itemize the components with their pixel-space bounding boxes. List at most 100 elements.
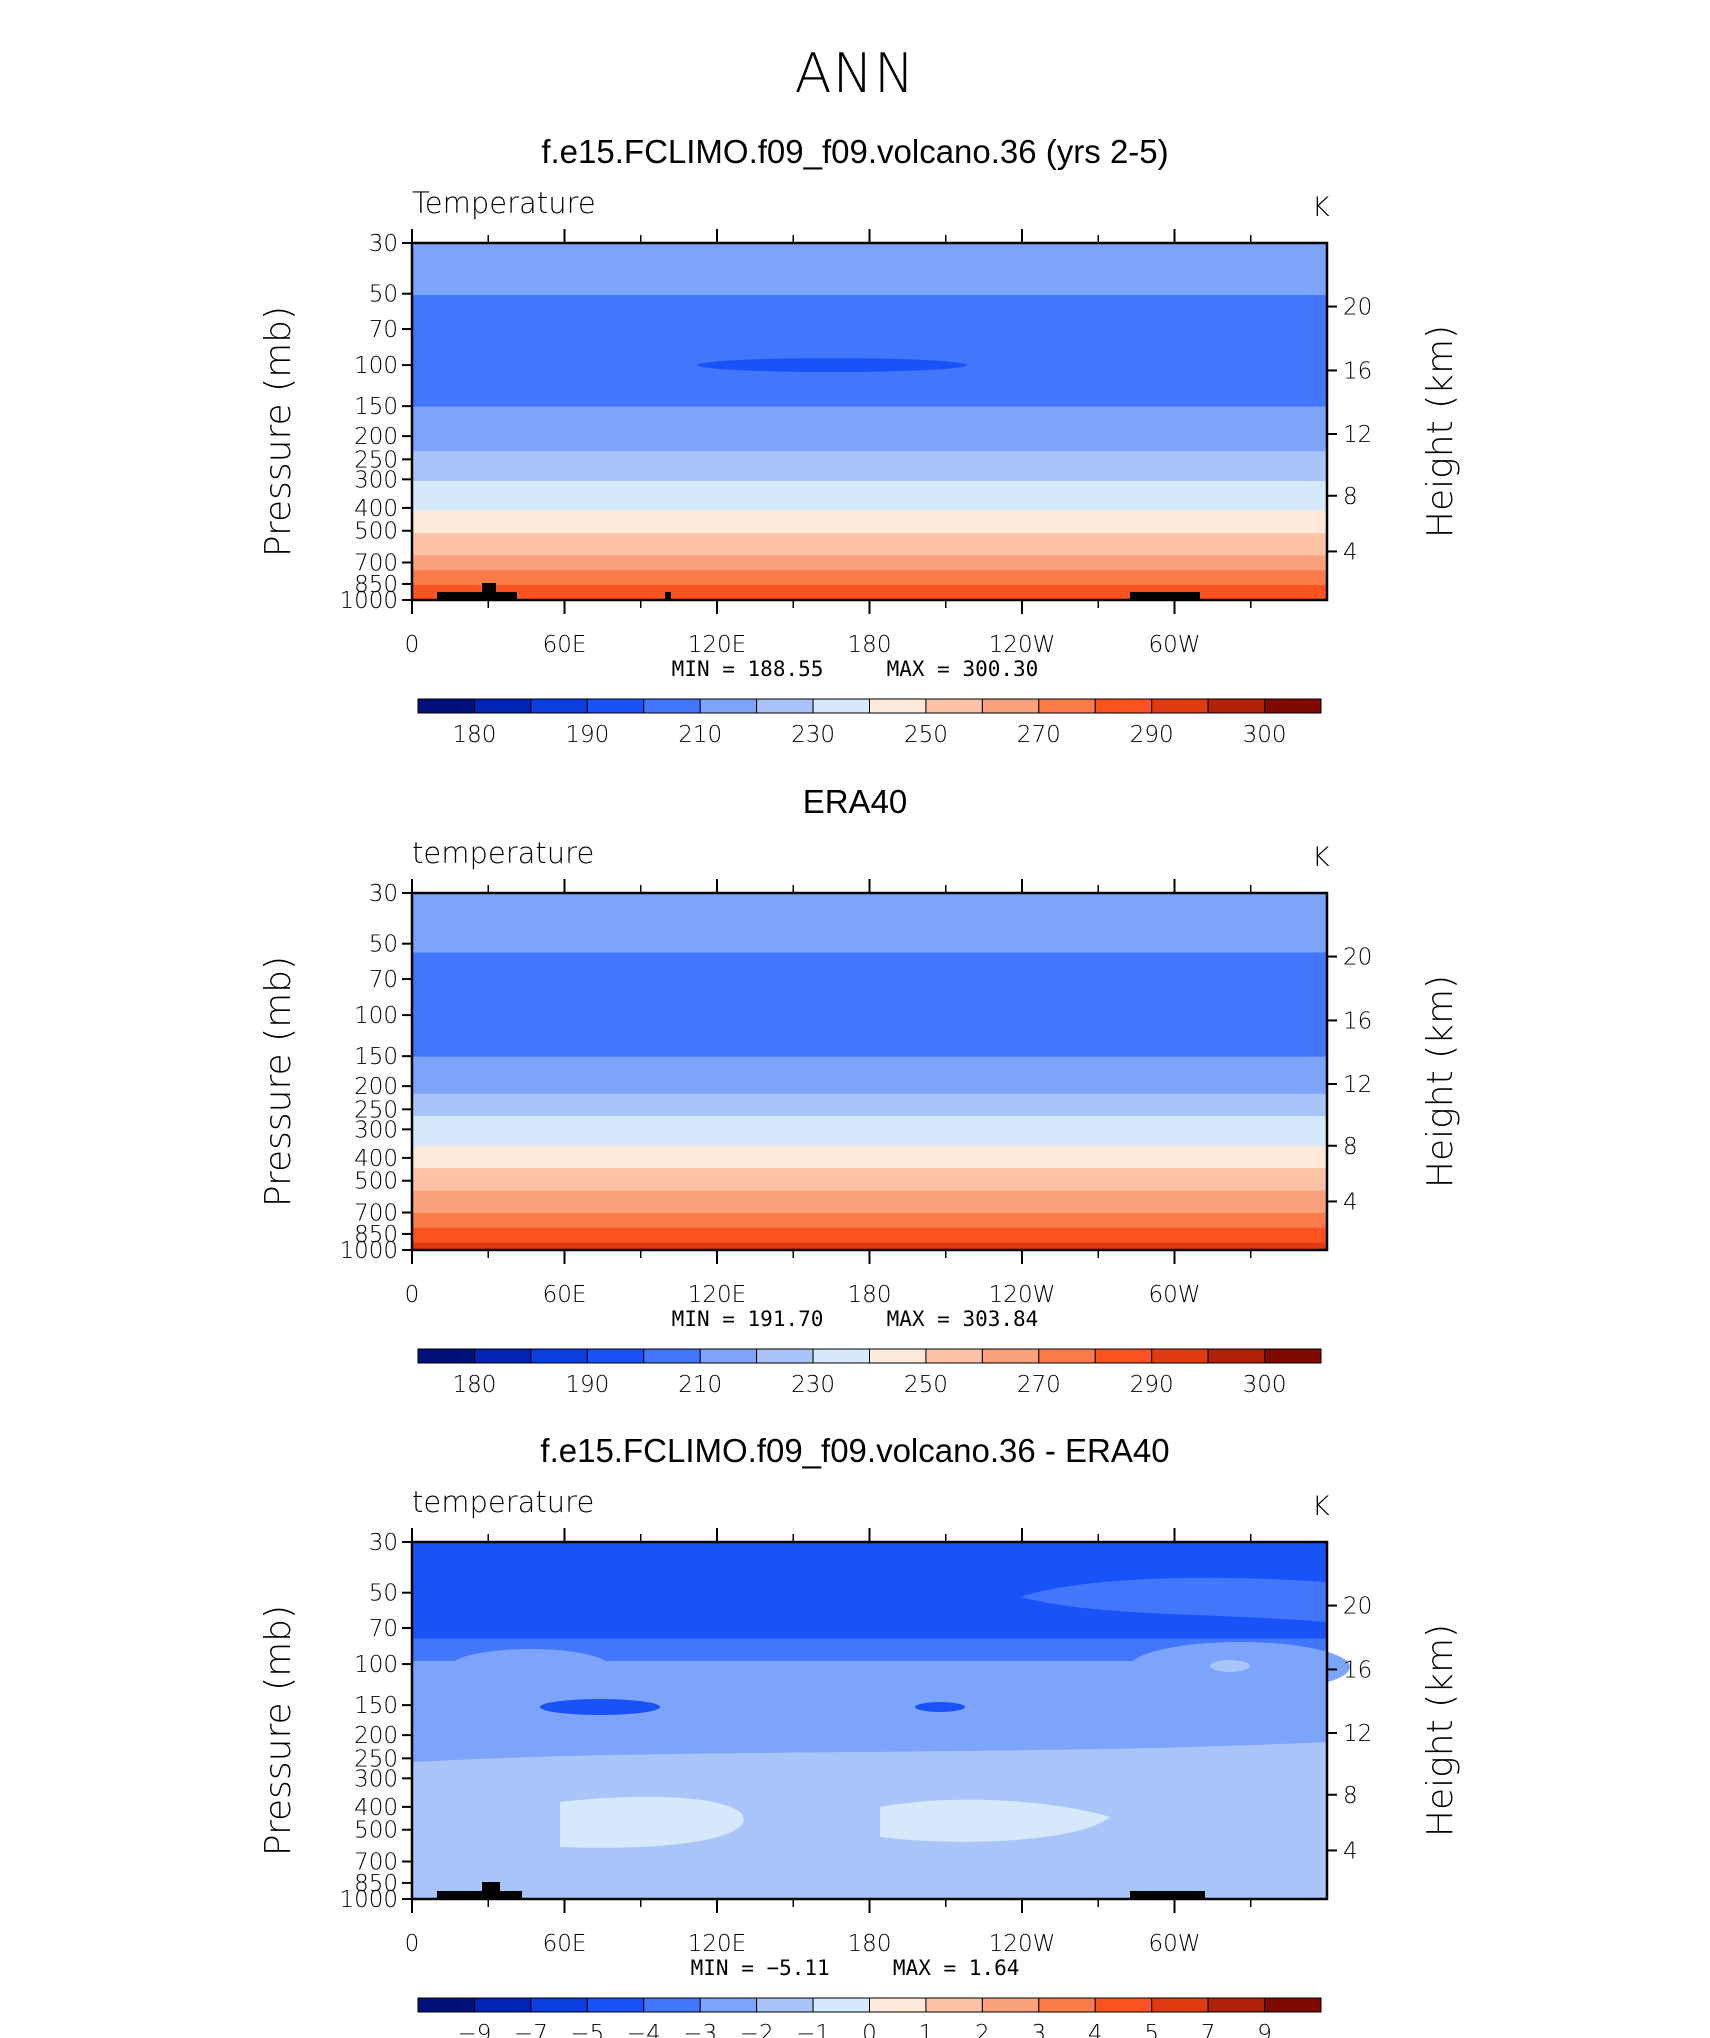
contour-band [412,1078,1327,1088]
min-value: MIN = −5.11 [690,1956,830,1980]
longitude-tick-label: 0 [405,1931,420,1957]
contour-band [412,1742,1327,1752]
contour-band [412,428,1327,438]
colorbar-label: 2 [975,2021,990,2038]
contour-band [412,1071,1327,1080]
contour-band [412,562,1327,572]
contour-band [412,1549,1327,1558]
colorbar-box [1094,1997,1153,2013]
height-tick-label: 4 [1343,1838,1358,1864]
colorbar-box [1038,1997,1096,2013]
colorbar-box [981,1997,1040,2013]
pressure-tick-label: 50 [369,282,398,308]
contour-band [412,989,1327,998]
contour-band [412,1108,1327,1117]
min-max-label: MIN = 188.55 MAX = 300.30 [0,657,1710,681]
longitude-tick-label: 120W [989,1931,1056,1957]
contour-band [412,1220,1327,1229]
colorbar-label: 210 [678,1372,722,1398]
pressure-tick-label: 500 [354,1818,398,1844]
pressure-tick-label: 70 [369,1616,398,1642]
colorbar-box [417,1997,475,2013]
contour-band [412,1197,1327,1207]
colorbar-label: 250 [904,722,948,748]
longitude-tick-label: 60W [1148,632,1200,658]
cold-core-region [697,358,967,373]
colorbar-label: −4 [627,2021,661,2038]
pressure-tick-label: 500 [354,519,398,545]
contour-band [412,302,1327,311]
contour-band [412,945,1327,954]
longitude-tick-label: 180 [848,1931,892,1957]
contour-band [412,1168,1327,1177]
longitude-tick-label: 0 [405,632,420,658]
contour-band [412,309,1327,319]
contour-band [412,1160,1327,1169]
contour-band [412,907,1327,917]
colorbar-label: 230 [791,1372,835,1398]
contour-band [412,1638,1327,1647]
pressure-tick-label: 50 [369,932,398,958]
contour-band [412,280,1327,289]
anomaly-region [412,1542,1327,1621]
colorbar-label: −3 [683,2021,717,2038]
contour-band [412,533,1327,542]
contour-band [412,481,1327,490]
contour-band [412,287,1327,296]
y2-axis-title: Height (km) [1420,1624,1461,1837]
contour-fill [412,1542,1350,1900]
contour-plot: 3050701001502002503004005007008501000201… [258,879,1461,1398]
pressure-tick-label: 150 [354,1044,398,1070]
contour-band [412,1227,1327,1236]
contour-band [412,592,1327,601]
colorbar-box [1207,1997,1266,2013]
contour-band [412,495,1327,505]
pressure-tick-label: 150 [354,1693,398,1719]
contour-band [412,376,1327,386]
contour-band [412,332,1327,341]
pressure-tick-label: 1000 [339,1238,398,1264]
pressure-tick-label: 100 [354,1652,398,1678]
colorbar-label: 180 [452,722,496,748]
height-tick-label: 20 [1343,1594,1372,1620]
contour-band [412,1056,1327,1065]
pressure-tick-label: 200 [354,1074,398,1100]
longitude-tick-label: 120W [989,632,1056,658]
colorbar-label: 270 [1017,1372,1061,1398]
pressure-tick-label: 30 [369,881,398,907]
contour-band [412,421,1327,430]
contour-band [412,406,1327,415]
contour-band [412,295,1327,304]
contour-band [412,1727,1327,1737]
page-title: ANN [794,42,916,105]
pressure-tick-label: 850 [354,572,398,598]
colorbar-label: 0 [862,2021,877,2038]
topography-mask [1130,1891,1205,1899]
contour-band [412,1153,1327,1162]
contour-band [412,243,1327,252]
contour-band [412,555,1327,564]
contour-band [412,974,1327,984]
topography-mask [482,1882,500,1891]
contour-band [412,339,1327,348]
contour-band [412,1123,1327,1132]
height-tick-label: 16 [1343,1008,1372,1034]
contour-band [412,1131,1327,1140]
contour-band [412,570,1327,579]
colorbar-box [812,1997,870,2013]
colorbar-label: 290 [1130,1372,1174,1398]
contour-band [412,900,1327,909]
contour-band [412,369,1327,378]
pressure-tick-label: 850 [354,1871,398,1897]
contour-band [412,1542,1327,1551]
colorbar-label: 210 [678,722,722,748]
contour-band [412,967,1327,976]
contour-band [412,1101,1327,1110]
contour-band [412,317,1327,326]
contour-band [412,324,1327,334]
height-tick-label: 8 [1343,484,1358,510]
colorbar-box [1264,698,1322,714]
contour-band [412,458,1327,467]
pressure-tick-label: 700 [354,1201,398,1227]
anomaly-region [1020,1577,1327,1622]
